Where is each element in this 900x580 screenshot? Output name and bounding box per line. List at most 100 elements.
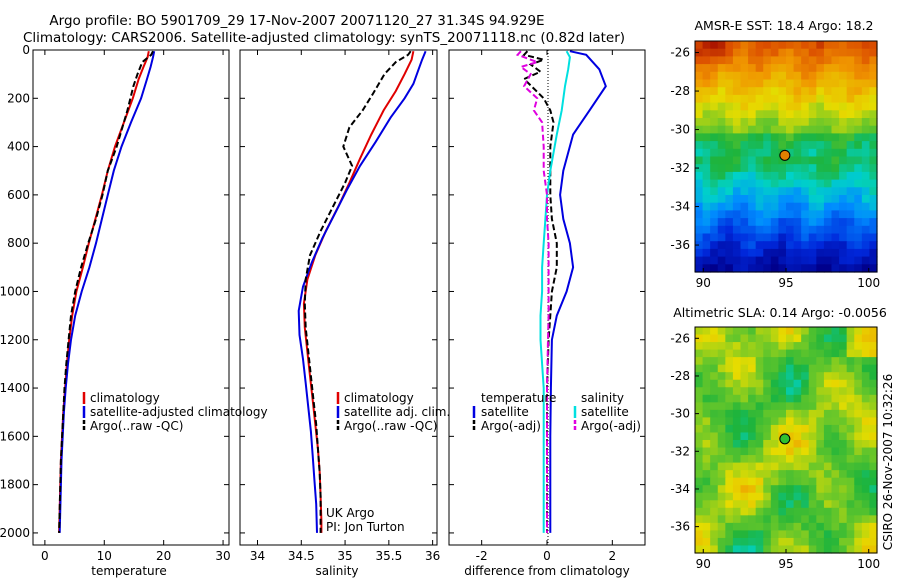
map-cell	[861, 41, 871, 50]
map-cell	[793, 102, 802, 111]
map-cell	[770, 545, 780, 554]
map-cell	[839, 462, 848, 471]
map-cell	[861, 342, 871, 351]
map-cell	[732, 210, 742, 219]
map-cell	[763, 372, 772, 381]
map-cell	[801, 187, 810, 196]
map-cell	[793, 218, 802, 227]
map-cell	[717, 179, 726, 188]
map-cell	[710, 71, 719, 81]
map-cell	[786, 202, 795, 211]
map-cell	[748, 387, 757, 396]
map-cell	[717, 125, 726, 134]
map-cell	[801, 357, 810, 366]
map-cell	[732, 417, 742, 426]
map-cell	[778, 500, 787, 509]
map-cell	[702, 256, 711, 265]
map-cell	[755, 417, 764, 426]
map-cell	[755, 394, 764, 403]
map-cell	[808, 233, 817, 242]
map-cell	[740, 394, 749, 403]
map-cell	[831, 537, 840, 547]
map-cell	[725, 125, 734, 134]
map-cell	[839, 507, 848, 516]
argo-position-marker	[779, 149, 791, 161]
map-cell	[793, 432, 802, 441]
map-cell	[823, 248, 833, 258]
map-cell	[695, 233, 704, 242]
map-cell	[786, 110, 795, 119]
map-cell	[725, 171, 734, 181]
map-cell	[755, 537, 764, 547]
map-cell	[861, 424, 871, 434]
map-cell	[755, 187, 764, 196]
map-cell	[702, 218, 711, 227]
map-cell	[770, 432, 780, 441]
map-cell	[740, 349, 749, 358]
map-cell	[786, 507, 795, 516]
map-cell	[770, 507, 780, 516]
map-cell	[748, 440, 757, 449]
map-x-tick-label: 95	[778, 276, 793, 290]
map-cell	[778, 342, 787, 351]
map-cell	[763, 64, 772, 73]
map-cell	[763, 41, 772, 50]
map-cell	[823, 48, 833, 57]
map-cell	[854, 41, 863, 50]
map-cell	[717, 447, 726, 456]
map-cell	[763, 156, 772, 165]
map-cell	[748, 515, 757, 524]
map-cell	[695, 125, 704, 134]
map-cell	[808, 379, 817, 388]
map-cell	[763, 507, 772, 516]
map-cell	[816, 455, 825, 464]
map-cell	[816, 102, 825, 111]
map-cell	[808, 118, 817, 127]
map-cell	[801, 409, 810, 418]
map-cell	[695, 256, 704, 265]
map-cell	[717, 156, 726, 165]
map-cell	[869, 455, 878, 464]
map-cell	[740, 500, 749, 509]
map-cell	[717, 477, 726, 486]
map-cell	[740, 41, 749, 50]
map-cell	[695, 241, 704, 250]
map-cell	[854, 545, 863, 554]
map-cell	[778, 41, 787, 50]
map-cell	[717, 387, 726, 396]
map-cell	[695, 334, 704, 343]
map-cell	[710, 179, 719, 188]
map-cell	[748, 210, 757, 219]
map-cell	[770, 522, 780, 531]
map-cell	[816, 179, 825, 188]
map-cell	[755, 349, 764, 358]
map-cell	[854, 179, 863, 188]
map-cell	[725, 507, 734, 516]
map-cell	[869, 440, 878, 449]
map-cell	[717, 133, 726, 142]
map-cell	[786, 387, 795, 396]
map-cell	[823, 462, 833, 471]
map-cell	[808, 342, 817, 351]
map-cell	[869, 327, 878, 336]
map-cell	[793, 187, 802, 196]
map-cell	[778, 164, 787, 173]
map-cell	[816, 187, 825, 196]
map-cell	[732, 179, 742, 188]
map-cell	[786, 56, 795, 65]
legend-label-argo: Argo(..raw -QC)	[344, 419, 437, 433]
map-cell	[786, 187, 795, 196]
map-cell	[725, 110, 734, 119]
map-cell	[808, 64, 817, 73]
map-cell	[778, 447, 787, 456]
map-cell	[755, 156, 764, 165]
map-cell	[732, 470, 742, 479]
map-cell	[740, 334, 749, 343]
map-cell	[816, 372, 825, 381]
header-line-2: Climatology: CARS2006. Satellite-adjuste…	[23, 30, 625, 46]
map-cell	[861, 530, 871, 539]
map-cell	[839, 327, 848, 336]
map-cell	[793, 141, 802, 150]
map-cell	[816, 462, 825, 471]
map-cell	[786, 225, 795, 235]
